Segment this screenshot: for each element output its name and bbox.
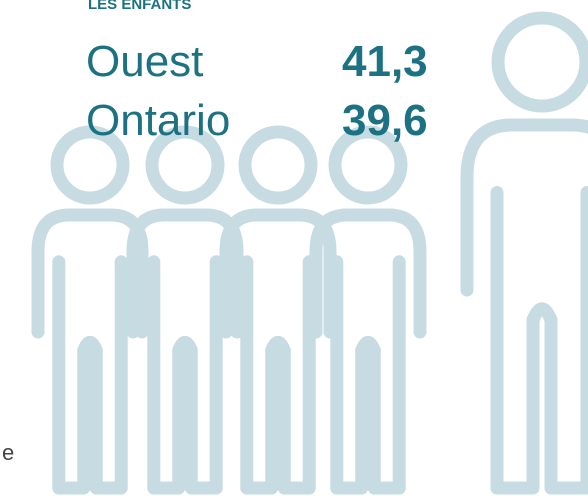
person-shape: [491, 11, 588, 113]
person-shape: [355, 336, 381, 357]
person-shape: [126, 208, 244, 339]
person-shape: [238, 125, 318, 205]
side-text: e: [2, 440, 14, 465]
person-shape: [145, 125, 225, 205]
person-shape: [265, 336, 291, 357]
row-value: 39,6: [342, 96, 428, 145]
person-shape: [240, 343, 316, 495]
people-icons: [31, 11, 588, 495]
person-shape: [490, 313, 588, 495]
person-shape: [330, 343, 406, 495]
row-label: Ouest: [86, 37, 203, 86]
row-value: 41,3: [342, 37, 428, 86]
row-label: Ontario: [86, 96, 230, 145]
person-shape: [147, 343, 223, 495]
person-shape: [526, 302, 558, 327]
person-shape: [50, 125, 130, 205]
person-shape: [328, 125, 408, 205]
heading: LES ENFANTS: [88, 0, 191, 13]
person-shape: [77, 336, 103, 357]
person-shape: [460, 118, 588, 297]
person-shape: [309, 208, 427, 339]
person-shape: [52, 343, 128, 495]
person-shape: [172, 336, 198, 357]
person-shape: [219, 208, 337, 339]
